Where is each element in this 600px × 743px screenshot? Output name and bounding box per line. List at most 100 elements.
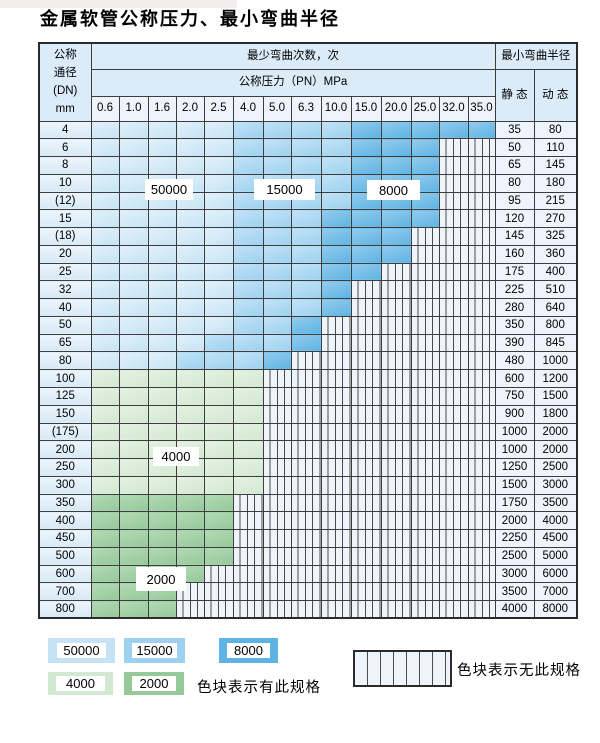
spec-cell xyxy=(232,333,264,353)
static-radius-value: 2250 xyxy=(494,529,535,548)
pn-tick: 15.0 xyxy=(350,95,382,122)
spec-cell xyxy=(410,120,440,140)
spec-cell xyxy=(290,333,322,353)
row-label-dn: 4 xyxy=(38,120,92,140)
spec-cell xyxy=(203,156,234,175)
spec-cell xyxy=(147,546,177,566)
hose-spec-table: 公称 通径 (DN) mm 最少弯曲次数，次 最小弯曲半径 公称压力（PN）MP… xyxy=(38,42,578,620)
spec-cell xyxy=(203,351,234,371)
no-spec-cell xyxy=(467,600,496,619)
dynamic-radius-value: 110 xyxy=(533,138,578,158)
spec-cell xyxy=(203,333,234,353)
spec-cell xyxy=(90,582,120,602)
spec-cell xyxy=(203,440,234,460)
spec-cell xyxy=(350,227,382,246)
no-spec-cell xyxy=(320,315,352,335)
spec-cell xyxy=(232,404,264,424)
spec-cell xyxy=(118,351,149,371)
spec-cell xyxy=(147,280,177,300)
dynamic-radius-value: 145 xyxy=(533,156,578,175)
no-spec-cell xyxy=(438,564,469,584)
table-row: 700 3500 7000 xyxy=(38,582,578,602)
static-radius-value: 65 xyxy=(494,156,535,175)
pn-tick: 5.0 xyxy=(262,95,292,122)
spec-cell xyxy=(232,244,264,264)
spec-cell xyxy=(380,156,412,175)
legend-swatch-4000: 4000 xyxy=(48,672,113,695)
static-radius-value: 3500 xyxy=(494,582,535,602)
spec-cell xyxy=(320,280,352,300)
no-spec-cell xyxy=(410,440,440,460)
spec-cell xyxy=(118,458,149,477)
legend-swatch-8000: 8000 xyxy=(219,638,278,663)
spec-cell xyxy=(320,156,352,175)
no-spec-cell xyxy=(320,422,352,442)
no-spec-cell xyxy=(320,529,352,548)
spec-cell xyxy=(232,280,264,300)
spec-cell xyxy=(118,227,149,246)
spec-cell xyxy=(350,244,382,264)
spec-cell xyxy=(175,369,205,388)
spec-cell xyxy=(175,138,205,158)
spec-cell xyxy=(262,227,292,246)
dynamic-radius-value: 3000 xyxy=(533,475,578,495)
legend-no-spec-swatch xyxy=(353,650,452,687)
spec-cell xyxy=(90,280,120,300)
table-row: 400 2000 4000 xyxy=(38,511,578,531)
spec-cell xyxy=(90,475,120,495)
spec-cell xyxy=(203,369,234,388)
pn-tick: 4.0 xyxy=(232,95,264,122)
no-spec-cell xyxy=(380,475,412,495)
spec-cell xyxy=(90,546,120,566)
spec-cell xyxy=(232,440,264,460)
no-spec-cell xyxy=(467,262,496,282)
row-label-dn: 250 xyxy=(38,458,92,477)
table-row: 350 1750 3500 xyxy=(38,493,578,513)
no-spec-cell xyxy=(410,351,440,371)
no-spec-cell xyxy=(320,351,352,371)
table-row: 500 2500 5000 xyxy=(38,546,578,566)
spec-cell xyxy=(290,244,322,264)
no-spec-cell xyxy=(410,333,440,353)
spec-cell xyxy=(90,369,120,388)
spec-cell xyxy=(175,422,205,442)
dynamic-radius-value: 1800 xyxy=(533,404,578,424)
spec-cell xyxy=(118,280,149,300)
spec-cell xyxy=(320,120,352,140)
spec-cell xyxy=(203,422,234,442)
no-spec-cell xyxy=(467,315,496,335)
no-spec-cell xyxy=(410,493,440,513)
row-label-dn: 6 xyxy=(38,138,92,158)
no-spec-cell xyxy=(290,422,322,442)
no-spec-cell xyxy=(320,458,352,477)
no-spec-cell xyxy=(290,546,322,566)
static-radius-value: 2500 xyxy=(494,546,535,566)
spec-cell xyxy=(175,404,205,424)
spec-cell xyxy=(232,138,264,158)
corner-line: 公称 xyxy=(53,49,77,62)
static-radius-value: 390 xyxy=(494,333,535,353)
no-spec-cell xyxy=(467,404,496,424)
dynamic-radius-value: 640 xyxy=(533,298,578,317)
spec-cell xyxy=(350,262,382,282)
no-spec-cell xyxy=(467,333,496,353)
dynamic-radius-value: 7000 xyxy=(533,582,578,602)
static-radius-value: 2000 xyxy=(494,511,535,531)
spec-cell xyxy=(203,138,234,158)
row-label-dn: 25 xyxy=(38,262,92,282)
spec-cell xyxy=(90,156,120,175)
row-label-dn: (18) xyxy=(38,227,92,246)
static-radius-value: 35 xyxy=(494,120,535,140)
no-spec-cell xyxy=(410,582,440,602)
no-spec-cell xyxy=(380,511,412,531)
spec-cell xyxy=(90,191,120,211)
spec-cell xyxy=(90,244,120,264)
spec-cell xyxy=(147,404,177,424)
no-spec-cell xyxy=(438,546,469,566)
no-spec-cell xyxy=(438,315,469,335)
spec-cell xyxy=(118,440,149,460)
no-spec-cell xyxy=(320,493,352,513)
row-label-dn: 600 xyxy=(38,564,92,584)
no-spec-cell xyxy=(262,529,292,548)
spec-cell xyxy=(175,315,205,335)
